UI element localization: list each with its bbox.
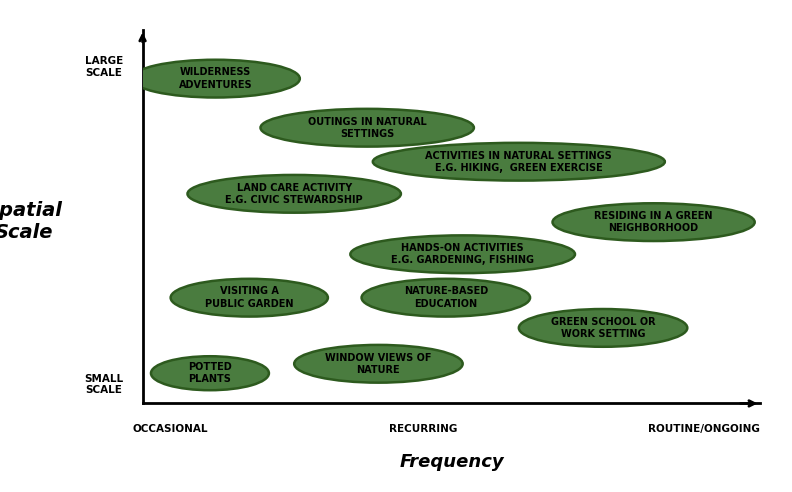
Text: WINDOW VIEWS OF
NATURE: WINDOW VIEWS OF NATURE bbox=[326, 353, 432, 375]
Text: VISITING A
PUBLIC GARDEN: VISITING A PUBLIC GARDEN bbox=[205, 286, 294, 309]
Ellipse shape bbox=[350, 235, 575, 273]
Text: RESIDING IN A GREEN
NEIGHBORHOOD: RESIDING IN A GREEN NEIGHBORHOOD bbox=[594, 211, 713, 233]
Ellipse shape bbox=[261, 109, 474, 147]
Ellipse shape bbox=[170, 279, 328, 316]
Text: LAND CARE ACTIVITY
E.G. CIVIC STEWARDSHIP: LAND CARE ACTIVITY E.G. CIVIC STEWARDSHI… bbox=[226, 183, 363, 205]
Ellipse shape bbox=[373, 143, 664, 181]
Ellipse shape bbox=[362, 279, 530, 316]
Ellipse shape bbox=[188, 175, 401, 213]
Text: WILDERNESS
ADVENTURES: WILDERNESS ADVENTURES bbox=[179, 67, 253, 90]
Text: HANDS-ON ACTIVITIES
E.G. GARDENING, FISHING: HANDS-ON ACTIVITIES E.G. GARDENING, FISH… bbox=[391, 243, 534, 266]
Text: GREEN SCHOOL OR
WORK SETTING: GREEN SCHOOL OR WORK SETTING bbox=[550, 317, 656, 339]
Text: OUTINGS IN NATURAL
SETTINGS: OUTINGS IN NATURAL SETTINGS bbox=[308, 117, 427, 139]
Text: ACTIVITIES IN NATURAL SETTINGS
E.G. HIKING,  GREEN EXERCISE: ACTIVITIES IN NATURAL SETTINGS E.G. HIKI… bbox=[425, 151, 612, 173]
Text: LARGE
SCALE: LARGE SCALE bbox=[85, 57, 123, 78]
Text: Frequency: Frequency bbox=[399, 453, 504, 470]
Ellipse shape bbox=[151, 356, 269, 390]
Text: POTTED
PLANTS: POTTED PLANTS bbox=[188, 362, 232, 384]
Text: OCCASIONAL: OCCASIONAL bbox=[133, 424, 208, 434]
Ellipse shape bbox=[131, 60, 300, 97]
Ellipse shape bbox=[294, 345, 463, 383]
Text: ROUTINE/ONGOING: ROUTINE/ONGOING bbox=[648, 424, 760, 434]
Text: NATURE-BASED
EDUCATION: NATURE-BASED EDUCATION bbox=[404, 286, 488, 309]
Text: SMALL
SCALE: SMALL SCALE bbox=[84, 374, 123, 396]
Ellipse shape bbox=[553, 203, 755, 241]
Ellipse shape bbox=[519, 309, 687, 347]
Text: RECURRING: RECURRING bbox=[389, 424, 458, 434]
Text: Spatial
Scale: Spatial Scale bbox=[0, 201, 63, 242]
